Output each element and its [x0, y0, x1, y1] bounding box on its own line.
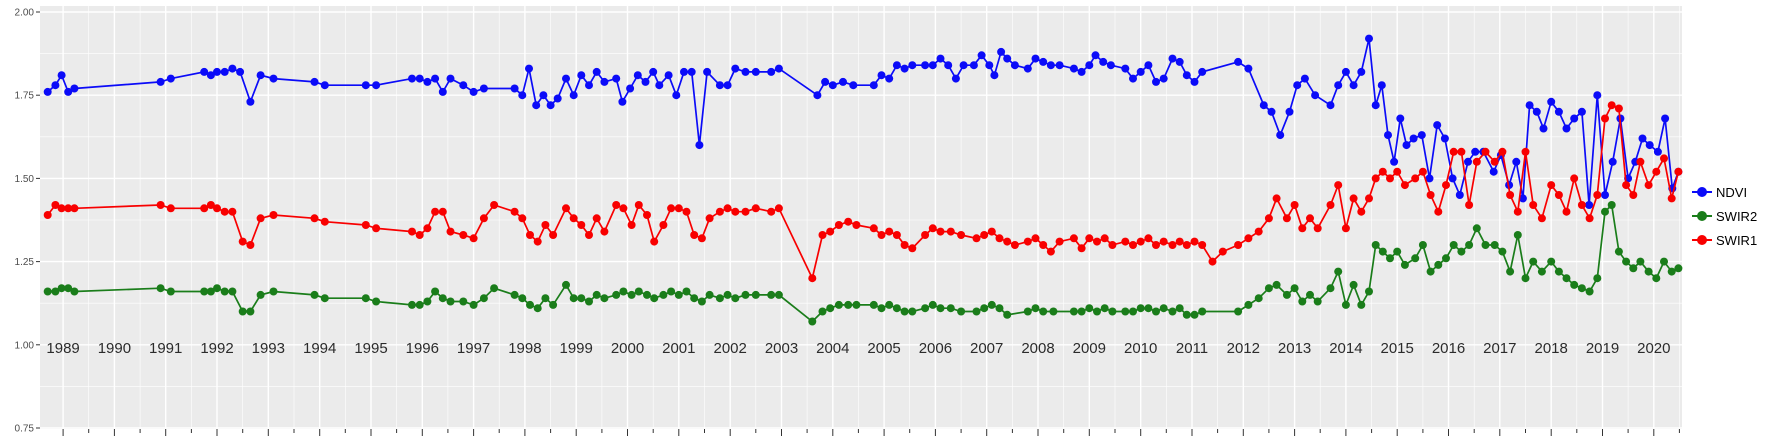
svg-text:1.25: 1.25 [15, 257, 35, 268]
svg-text:1.50: 1.50 [15, 174, 35, 185]
svg-text:1993: 1993 [252, 340, 285, 357]
svg-text:2007: 2007 [970, 340, 1003, 357]
x-axis-labels: 1989 1990 1991 1992 1993 1994 1995 1996 1997 1998… [46, 340, 1670, 357]
svg-text:1990: 1990 [98, 340, 131, 357]
svg-text:2010: 2010 [1124, 340, 1157, 357]
svg-text:2017: 2017 [1483, 340, 1516, 357]
svg-text:2018: 2018 [1535, 340, 1568, 357]
series-swir2 [43, 201, 1683, 326]
plot-panel [40, 6, 1682, 429]
legend-marker-ndvi-icon [1692, 184, 1712, 200]
svg-text:1994: 1994 [303, 340, 336, 357]
legend-marker-swir2-icon [1692, 208, 1712, 224]
svg-text:2002: 2002 [714, 340, 747, 357]
svg-text:2009: 2009 [1073, 340, 1106, 357]
series-ndvi [43, 34, 1683, 209]
svg-text:2006: 2006 [919, 340, 952, 357]
legend-marker-swir1-icon [1692, 232, 1712, 248]
svg-text:1998: 1998 [508, 340, 541, 357]
legend-item-ndvi: NDVI [1692, 184, 1757, 200]
legend-label-swir1: SWIR1 [1716, 232, 1758, 248]
svg-text:2013: 2013 [1278, 340, 1311, 357]
legend-label-swir2: SWIR2 [1716, 208, 1758, 224]
svg-text:2003: 2003 [765, 340, 798, 357]
svg-text:2019: 2019 [1586, 340, 1619, 357]
svg-text:2012: 2012 [1227, 340, 1260, 357]
svg-text:2.00: 2.00 [15, 8, 35, 19]
svg-text:0.75: 0.75 [15, 424, 35, 435]
svg-text:1995: 1995 [354, 340, 387, 357]
legend-label-ndvi: NDVI [1716, 184, 1748, 200]
svg-text:2014: 2014 [1329, 340, 1362, 357]
legend: NDVI SWIR2 SWIR1 [1692, 184, 1757, 248]
svg-text:2000: 2000 [611, 340, 644, 357]
svg-text:2008: 2008 [1021, 340, 1054, 357]
svg-text:2020: 2020 [1637, 340, 1670, 357]
gridlines-major [40, 6, 1682, 429]
svg-text:1996: 1996 [406, 340, 439, 357]
svg-text:1989: 1989 [46, 340, 79, 357]
svg-text:2004: 2004 [816, 340, 849, 357]
svg-text:2005: 2005 [867, 340, 900, 357]
series-swir1 [43, 101, 1683, 283]
axis-ticks [36, 11, 1680, 436]
gridlines-minor [40, 6, 1682, 429]
svg-text:2016: 2016 [1432, 340, 1465, 357]
svg-text:2015: 2015 [1381, 340, 1414, 357]
svg-text:1997: 1997 [457, 340, 490, 357]
svg-text:1999: 1999 [560, 340, 593, 357]
svg-text:2001: 2001 [662, 340, 695, 357]
svg-text:1.00: 1.00 [15, 340, 35, 351]
svg-text:2011: 2011 [1176, 340, 1208, 357]
legend-item-swir1: SWIR1 [1692, 232, 1757, 248]
svg-text:1.75: 1.75 [15, 91, 35, 102]
y-axis-labels: 0.75 1.00 1.25 1.50 1.75 2.00 [15, 8, 35, 435]
svg-text:1991: 1991 [149, 340, 182, 357]
svg-text:1992: 1992 [200, 340, 233, 357]
legend-item-swir2: SWIR2 [1692, 208, 1757, 224]
